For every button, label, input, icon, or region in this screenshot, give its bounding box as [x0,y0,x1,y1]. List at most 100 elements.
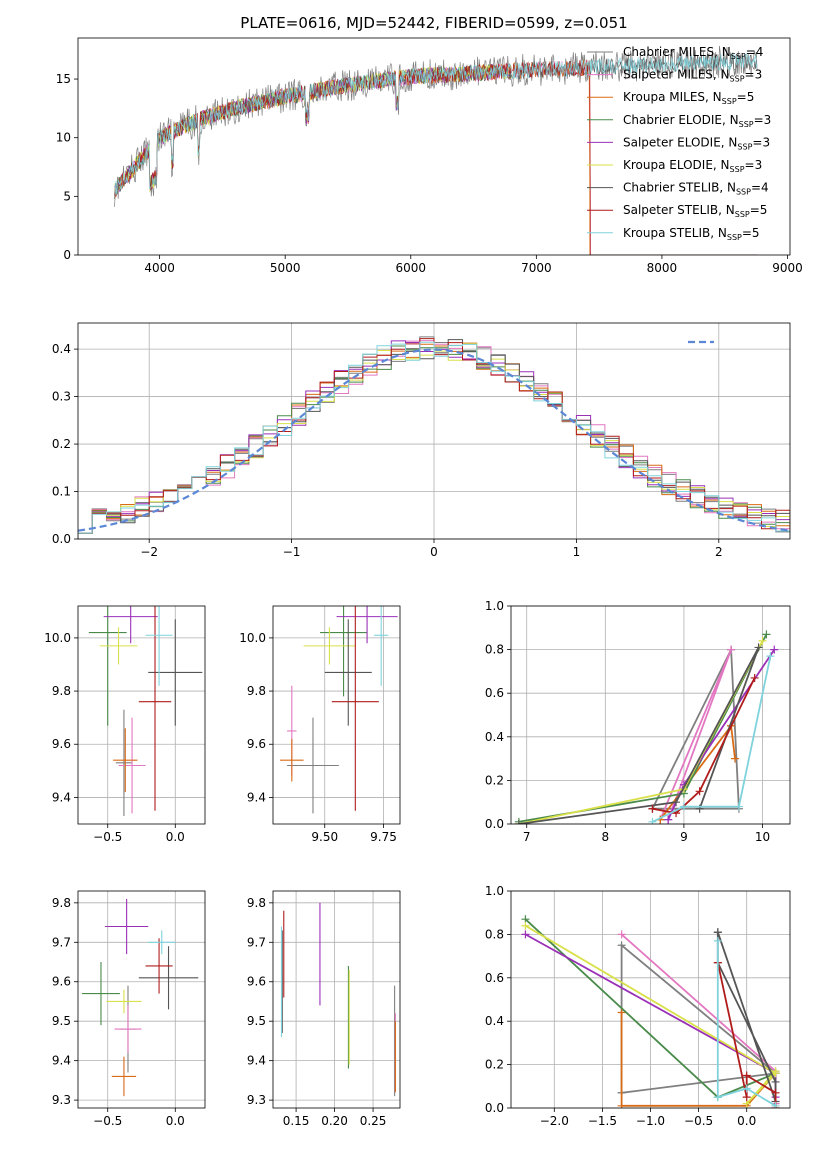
panel-age_vs_mass: 9.50 9.75 9.4 9.6 9.8 10.0 [239,605,401,844]
weight-marker [766,652,775,661]
errorbar-point-2 [113,728,138,793]
weight-marker [754,643,763,652]
y-tick-label: 0.4 [485,730,504,744]
weight-marker [742,1071,751,1080]
weight-marker [742,1084,751,1093]
errorbar-point-8 [145,606,173,686]
weight-marker [771,1077,780,1086]
weight-marker [771,1067,780,1076]
figure-title: PLATE=0616, MJD=52442, FIBERID=0599, z=0… [240,14,627,32]
y-tick-label: 10.0 [239,631,266,645]
y-tick-label: 9.4 [247,1054,266,1068]
y-tick-label: 10 [56,131,71,145]
axes-frame [272,890,401,1109]
x-tick-label: 8 [601,830,609,844]
weight-marker [679,802,688,811]
legend-label-6: Chabrier STELIB, NSSP=4 [623,181,769,197]
weight-series-8 [716,940,777,1107]
plot-area [521,915,780,1108]
weight-marker [514,820,523,824]
panel-weight_vs_Z: −2.0 −1.5 −1.0 −0.5 0.0 0.0 0.2 0.4 0.6 0.8 1.0 [485,884,791,1128]
y-tick-label: 0.8 [485,643,504,657]
weight-marker [750,673,759,682]
errorbar-point-5 [106,989,142,1014]
axes-overlay: 9.50 9.75 9.4 9.6 9.8 10.0 [239,605,401,844]
y-tick-label: 9.7 [247,935,266,949]
errorbar-point-7 [138,606,172,811]
axes-overlay: 7 8 9 10 0.0 0.2 0.4 0.6 0.8 1.0 [485,599,791,844]
y-tick-label: 9.8 [247,896,266,910]
weight-marker [730,754,739,763]
y-tick-label: 15 [56,72,71,86]
y-tick-label: 0.0 [485,817,504,831]
errorbar-point-1 [114,1005,142,1053]
errorbar-point-6 [148,619,203,726]
residual-histogram-8 [78,341,790,539]
axes-frame [77,890,206,1109]
plot-area [280,606,398,814]
x-tick-label: 0.15 [283,1114,310,1128]
errorbar-point-3 [88,606,127,726]
legend-label-5: Kroupa ELODIE, NSSP=3 [623,158,762,174]
errorbar-point-0 [115,709,133,817]
errorbar-point-6 [324,619,372,726]
x-tick-label: 0.0 [737,1114,756,1128]
y-tick-label: 9.4 [52,1054,71,1068]
panel-weight_vs_age: 7 8 9 10 0.0 0.2 0.4 0.6 0.8 1.0 [485,599,791,844]
y-tick-label: 9.6 [52,737,71,751]
x-tick-label: 8000 [647,261,678,275]
x-tick-label: 0.0 [166,830,185,844]
errorbar-point-3 [320,606,368,697]
spectrum-series-8 [114,53,758,199]
x-tick-label: −1.5 [588,1114,617,1128]
x-tick-label: 9 [680,830,688,844]
plot-area [82,898,199,1097]
x-tick-label: 0 [430,545,438,559]
weight-marker [713,928,722,937]
y-tick-label: 9.4 [52,790,71,804]
legend-label-7: Salpeter STELIB, NSSP=5 [623,203,767,219]
weight-marker [617,1101,626,1108]
y-tick-label: 0.6 [485,686,504,700]
y-tick-label: 9.7 [52,935,71,949]
errorbar-point-3 [82,962,120,1026]
legend-label-0: Chabrier MILES, NSSP=4 [623,45,763,61]
axes-frame [510,605,791,825]
y-tick-label: 10.0 [44,631,71,645]
weight-marker [742,1093,751,1102]
errorbar-point-8 [374,606,389,686]
plot-area [280,902,396,1097]
errorbar-point-0 [287,717,339,814]
y-tick-label: 9.5 [52,1014,71,1028]
y-tick-label: 9.6 [52,975,71,989]
legend-label-8: Kroupa STELIB, NSSP=5 [623,226,760,242]
x-tick-label: 7 [523,830,531,844]
y-tick-label: 0.2 [485,773,504,787]
weight-marker [762,630,771,639]
panel-mass_vs_ebv: 0.15 0.20 0.25 9.3 9.4 9.5 9.6 9.7 9.8 [247,890,401,1128]
x-tick-label: 2 [715,545,723,559]
weight-marker [758,636,767,645]
plot-area [88,606,203,817]
weight-marker [521,921,530,930]
axes-overlay: −0.5 0.0 9.4 9.6 9.8 10.0 [44,605,206,844]
plot-area [514,630,779,824]
axes-frame [77,37,791,256]
y-tick-label: 0.0 [52,532,71,546]
panel-spectrum: 4000 5000 6000 7000 8000 9000 0 5 10 15 Chabrier M… [56,37,803,275]
axes-overlay: −0.5 0.0 9.3 9.4 9.5 9.6 9.7 9.8 [52,890,206,1128]
plot-area [114,45,758,255]
y-tick-label: 9.3 [247,1093,266,1107]
y-tick-label: 1.0 [485,884,504,898]
spectrum-series-7 [114,59,758,255]
y-tick-label: 1.0 [485,599,504,613]
weight-marker [713,1093,722,1102]
weight-marker [617,941,626,950]
normal-reference-curve [78,348,790,532]
y-tick-label: 0.4 [485,1014,504,1028]
legend-label-1: Salpeter MILES, NSSP=3 [623,68,762,84]
x-tick-label: 9.50 [311,830,338,844]
panel-mass_vs_Z: −0.5 0.0 9.3 9.4 9.5 9.6 9.7 9.8 [52,890,206,1128]
